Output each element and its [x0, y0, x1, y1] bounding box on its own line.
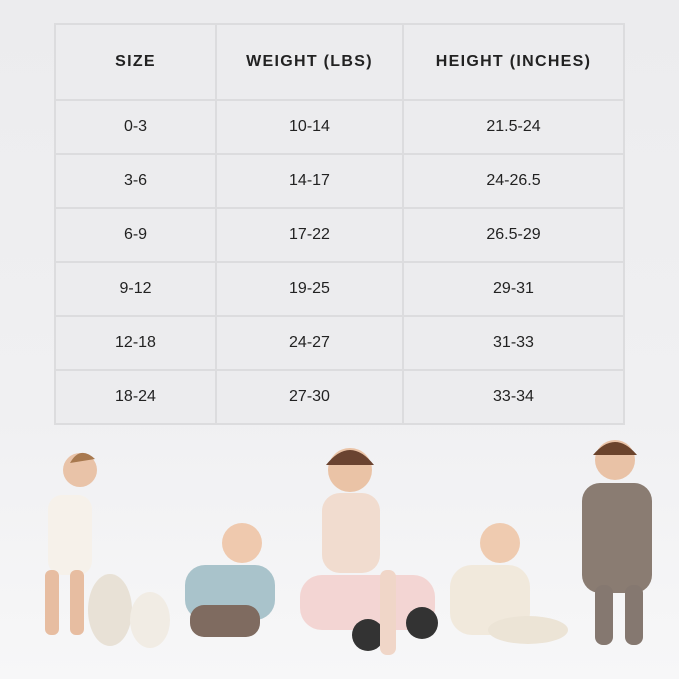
baby-sitting-cream	[450, 523, 568, 644]
baby-standing-left	[45, 452, 97, 635]
table-row: 0-3 10-14 21.5-24	[54, 99, 625, 155]
cell-size: 6-9	[54, 207, 217, 263]
cell-weight: 24-27	[215, 315, 404, 371]
header-height: HEIGHT (INCHES)	[402, 23, 625, 101]
cell-height: 29-31	[402, 261, 625, 317]
cell-weight: 10-14	[215, 99, 404, 155]
header-weight: WEIGHT (LBS)	[215, 23, 404, 101]
cell-height: 21.5-24	[402, 99, 625, 155]
cell-size: 12-18	[54, 315, 217, 371]
table-row: 6-9 17-22 26.5-29	[54, 207, 625, 263]
cell-weight: 17-22	[215, 207, 404, 263]
cell-size: 9-12	[54, 261, 217, 317]
cell-height: 31-33	[402, 315, 625, 371]
cell-weight: 27-30	[215, 369, 404, 425]
table-row: 9-12 19-25 29-31	[54, 261, 625, 317]
cell-height: 33-34	[402, 369, 625, 425]
table-row: 18-24 27-30 33-34	[54, 369, 625, 425]
baby-on-pink-car	[300, 448, 438, 655]
cell-size: 3-6	[54, 153, 217, 209]
size-chart-table: SIZE WEIGHT (LBS) HEIGHT (INCHES) 0-3 10-…	[54, 23, 625, 425]
table-row: 12-18 24-27 31-33	[54, 315, 625, 371]
cell-size: 0-3	[54, 99, 217, 155]
baby-standing-brown	[582, 440, 652, 645]
table-row: 3-6 14-17 24-26.5	[54, 153, 625, 209]
plush-toys	[88, 574, 170, 648]
baby-sitting-blue	[185, 523, 275, 637]
header-size: SIZE	[54, 23, 217, 101]
header-row: SIZE WEIGHT (LBS) HEIGHT (INCHES)	[54, 23, 625, 101]
cell-weight: 14-17	[215, 153, 404, 209]
cell-weight: 19-25	[215, 261, 404, 317]
babies-photo	[45, 440, 652, 655]
cell-height: 26.5-29	[402, 207, 625, 263]
cell-height: 24-26.5	[402, 153, 625, 209]
cell-size: 18-24	[54, 369, 217, 425]
